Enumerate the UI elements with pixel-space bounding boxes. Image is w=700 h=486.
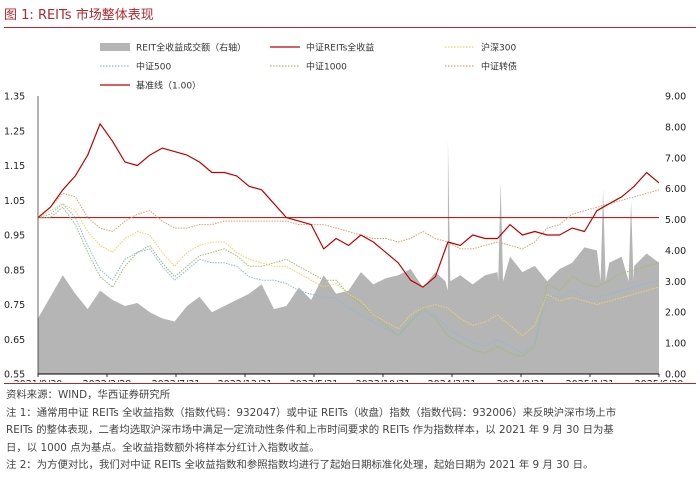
x-tick-label-1: 2022/2/28 <box>83 379 132 382</box>
x-tick-label-2: 2022/7/31 <box>152 379 201 382</box>
x-tick-label-5: 2023/10/31 <box>356 379 411 382</box>
x-tick-label-9: 2025/6/30 <box>635 379 684 382</box>
volume-area-layer <box>38 139 659 374</box>
legend-label-reits: 中证REITs全收益 <box>306 42 374 54</box>
series-line-hs300 <box>37 203 660 337</box>
legend-label-hs300: 沪深300 <box>481 42 516 54</box>
y-right-tick-0: 0.00 <box>665 370 686 381</box>
series-line-zz500 <box>37 203 660 354</box>
legend-label-volume: REIT全收益成交额（右轴） <box>136 42 246 54</box>
y-left-tick-0: 0.55 <box>4 370 25 381</box>
y-left-tick-7: 1.25 <box>4 126 25 137</box>
legend-label-zz1000: 中证1000 <box>306 61 347 73</box>
legend-label-zzzz: 中证转债 <box>481 61 517 73</box>
chart-axes: 0.55 0.65 0.75 0.85 0.95 1.05 1.15 1.25 1.35 0.00… <box>4 92 686 383</box>
note-1-line-3: 日，以 1000 点为基点。全收益指数额外将样本分红计入指数收益。 <box>6 441 320 454</box>
y-left-tick-4: 0.95 <box>4 231 25 242</box>
y-left-tick-6: 1.15 <box>4 161 25 172</box>
x-tick-label-4: 2023/5/31 <box>290 379 339 382</box>
legend-swatch-volume <box>100 43 130 51</box>
footer-divider <box>4 383 696 384</box>
title-divider <box>4 27 696 28</box>
y-right-tick-8: 8.00 <box>665 122 686 133</box>
x-tick-label-0: 2021/9/30 <box>14 379 63 382</box>
y-right-tick-6: 6.00 <box>665 184 686 195</box>
chart-legend: REIT全收益成交额（右轴） 中证REITs全收益 沪深300 中证500 中证1000… <box>100 42 517 92</box>
y-left-tick-1: 0.65 <box>4 335 25 346</box>
note-2: 注 2：为方便对比，我们对中证 REITs 全收益指数和参照指数均进行了起始日期… <box>6 459 594 472</box>
y-right-tick-7: 7.00 <box>665 153 686 164</box>
legend-label-baseline: 基准线（1.00） <box>136 80 201 92</box>
series-layer <box>37 123 660 358</box>
y-left-tick-3: 0.85 <box>4 265 25 276</box>
y-left-tick-5: 1.05 <box>4 196 25 207</box>
y-right-tick-3: 3.00 <box>665 277 686 288</box>
series-line-reits <box>37 123 660 288</box>
legend-label-zz500: 中证500 <box>136 61 171 73</box>
figure-title-text: REITs 市场整体表现 <box>37 8 154 23</box>
x-tick-label-6: 2024/3/31 <box>428 379 477 382</box>
note-source: 资料来源：WIND，华西证券研究所 <box>6 389 171 401</box>
y-right-tick-5: 5.00 <box>665 215 686 226</box>
y-left-tick-8: 1.35 <box>4 92 25 103</box>
y-right-tick-9: 9.00 <box>665 92 686 103</box>
volume-area <box>38 139 659 374</box>
notes-block: 资料来源：WIND，华西证券研究所 注 1：通常用中证 REITs 全收益指数（… <box>6 387 694 475</box>
y-right-tick-4: 4.00 <box>665 246 686 257</box>
x-tick-label-7: 2024/8/31 <box>497 379 546 382</box>
note-1-line-2: REITs 的整体表现，二者均选取沪深市场中满足一定流动性条件和上市时间要求的 … <box>6 424 614 437</box>
x-tick-label-8: 2025/1/31 <box>566 379 615 382</box>
y-left-tick-2: 0.75 <box>4 300 25 311</box>
x-tick-label-3: 2022/12/31 <box>218 379 273 382</box>
reits-chart: REIT全收益成交额（右轴） 中证REITs全收益 沪深300 中证500 中证1000… <box>4 42 686 383</box>
series-line-zzzz <box>37 189 660 250</box>
figure-number: 图 1: <box>4 8 34 23</box>
y-right-tick-1: 1.00 <box>665 339 686 350</box>
y-right-tick-2: 2.00 <box>665 308 686 319</box>
note-1-line-1: 注 1：通常用中证 REITs 全收益指数（指数代码：932047）或中证 RE… <box>6 406 617 419</box>
figure-title: 图 1: REITs 市场整体表现 <box>4 4 696 24</box>
